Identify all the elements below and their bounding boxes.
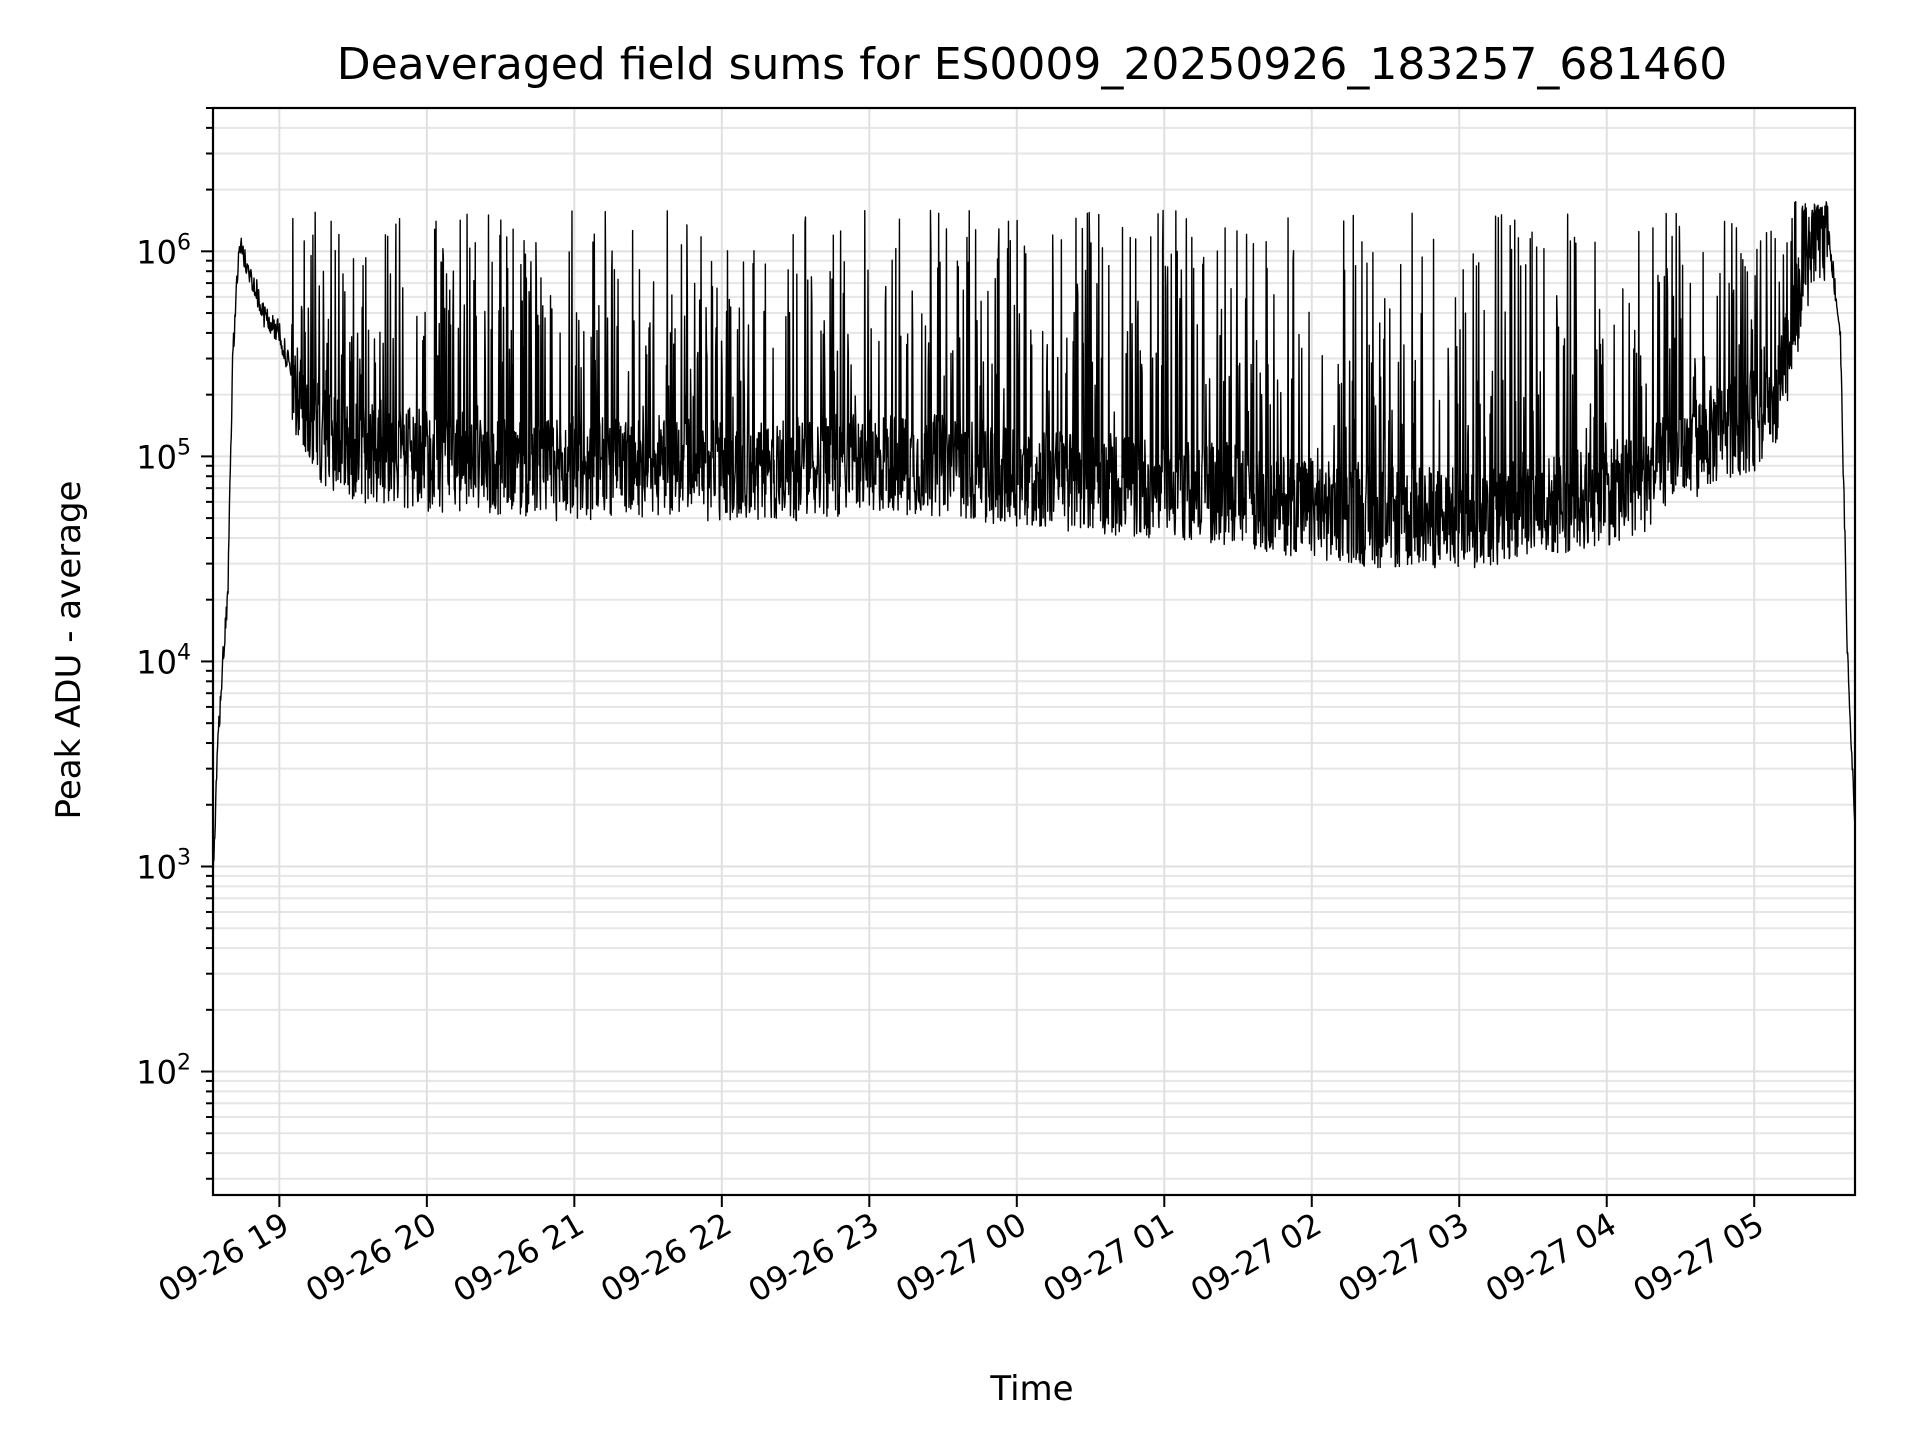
x-tick-label: 09-26 23 [742,1205,886,1310]
x-tick-label: 09-27 00 [889,1205,1033,1310]
chart-title: Deaveraged field sums for ES0009_2025092… [337,39,1728,90]
x-tick-label: 09-27 03 [1332,1205,1476,1310]
y-tick-label: 105 [136,435,191,476]
x-tick-label: 09-27 01 [1037,1205,1181,1310]
series-line [212,200,1856,887]
x-tick-label: 09-27 02 [1184,1205,1328,1310]
plot-frame [211,106,1857,1197]
y-axis-ticks: 102 103 104 105 106 [136,107,213,1180]
x-axis-ticks: 09-26 19 09-26 20 09-26 21 09-26 22 09-26 23… [152,1195,1770,1310]
x-tick-label: 09-26 21 [447,1205,591,1310]
y-tick-label: 106 [136,230,191,271]
grid [213,107,1855,1195]
y-tick-label: 103 [136,845,191,886]
x-tick-label: 09-27 05 [1627,1205,1771,1310]
x-tick-label: 09-26 20 [299,1205,443,1310]
series-layer [212,200,1856,887]
y-tick-label: 104 [136,640,191,681]
x-tick-label: 09-27 04 [1479,1205,1623,1310]
x-tick-label: 09-26 19 [152,1205,296,1310]
y-axis-label: Peak ADU - average [49,481,89,820]
x-tick-label: 09-26 22 [594,1205,738,1310]
y-tick-label: 102 [136,1051,191,1092]
x-axis-label: Time [989,1369,1073,1409]
